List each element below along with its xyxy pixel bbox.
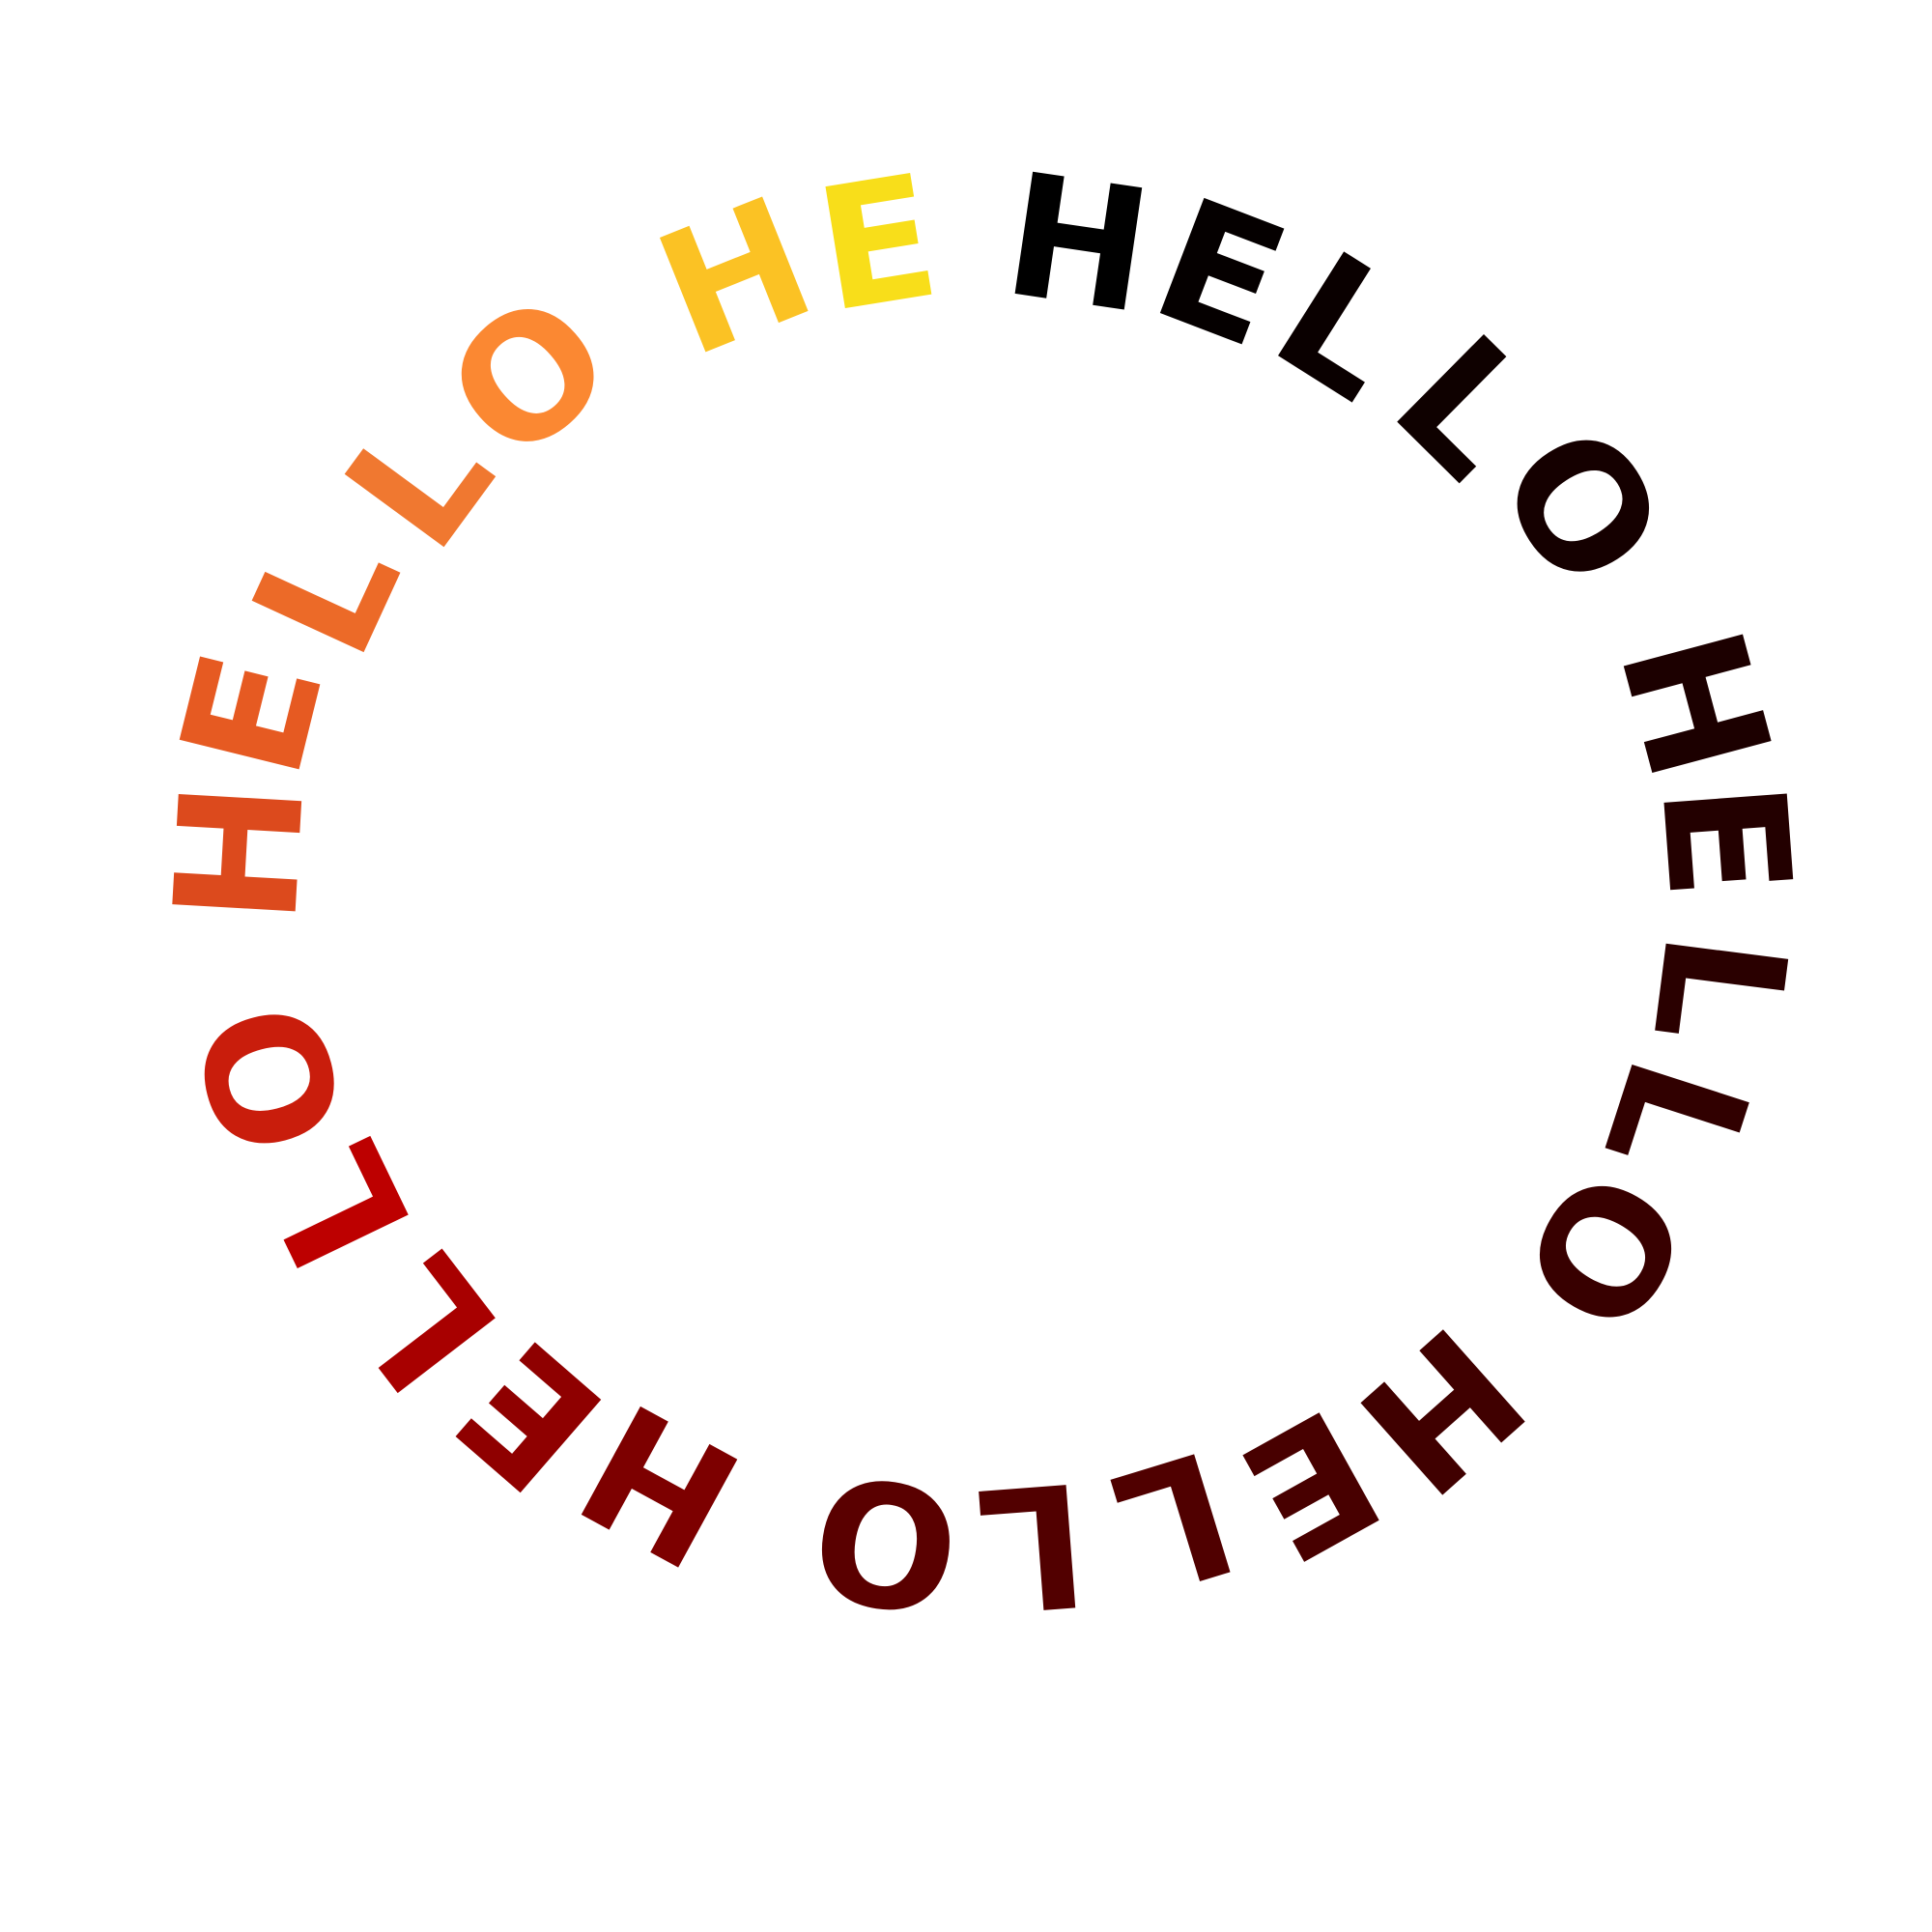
letter: H	[994, 137, 1162, 352]
letter: L	[1614, 923, 1822, 1055]
letter: E	[1622, 776, 1826, 905]
letter: H	[139, 777, 343, 929]
letter: O	[801, 1434, 972, 1649]
letter: L	[971, 1443, 1094, 1647]
